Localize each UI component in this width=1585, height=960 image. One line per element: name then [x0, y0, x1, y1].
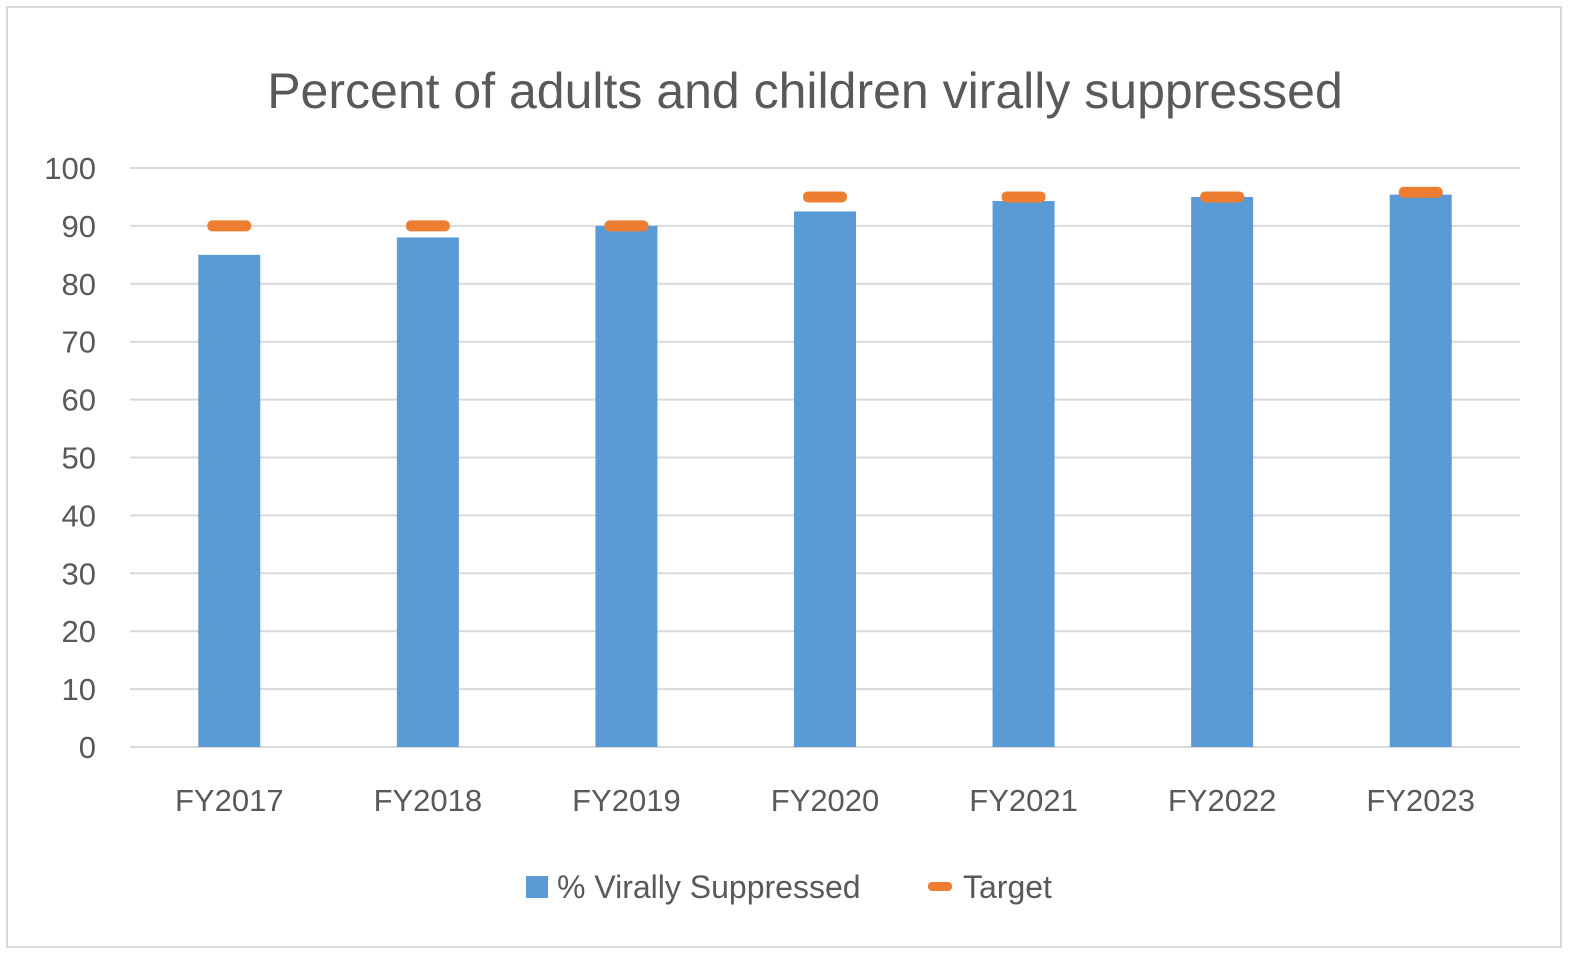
x-tick-label: FY2017: [175, 783, 284, 818]
y-tick-label: 20: [62, 614, 96, 649]
chart-frame: [6, 6, 1562, 948]
x-tick-label: FY2021: [969, 783, 1078, 818]
target-marker-fy2020: [803, 191, 847, 203]
y-tick-label: 0: [79, 730, 96, 765]
y-axis-ticks: 0 10 20 30 40 50 60 70 80 90 100: [44, 151, 96, 765]
bar-fy2019: [595, 225, 658, 747]
target-marker-fy2017: [207, 220, 252, 232]
legend: % Virally Suppressed Target: [526, 869, 1052, 905]
target-markers: [207, 186, 1443, 232]
bar-fy2022: [1191, 196, 1254, 747]
bar-fy2020: [794, 211, 856, 748]
legend-label-virally-suppressed: % Virally Suppressed: [557, 869, 861, 905]
y-tick-label: 80: [62, 267, 96, 302]
bar-fy2021: [992, 201, 1055, 748]
x-tick-label: FY2022: [1168, 783, 1277, 818]
y-tick-label: 90: [62, 209, 96, 244]
target-marker-fy2018: [405, 220, 450, 232]
y-tick-label: 30: [62, 556, 96, 591]
bar-fy2017: [198, 254, 261, 747]
x-tick-label: FY2023: [1366, 783, 1475, 818]
legend-swatch-target: [928, 882, 952, 891]
y-tick-label: 10: [62, 672, 96, 707]
legend-label-target: Target: [963, 869, 1052, 905]
y-tick-label: 60: [62, 383, 96, 418]
bars: [198, 194, 1452, 748]
x-tick-label: FY2019: [572, 783, 681, 818]
y-tick-label: 50: [62, 441, 96, 476]
bar-fy2018: [396, 237, 459, 748]
x-tick-label: FY2020: [771, 783, 880, 818]
target-marker-fy2022: [1200, 191, 1245, 203]
target-marker-fy2021: [1001, 191, 1046, 203]
y-tick-label: 40: [62, 498, 96, 533]
target-marker-fy2019: [604, 220, 649, 232]
x-tick-label: FY2018: [374, 783, 483, 818]
target-marker-fy2023: [1398, 186, 1443, 198]
y-tick-label: 100: [44, 151, 96, 186]
x-axis-ticks: FY2017 FY2018 FY2019 FY2020 FY2021 FY2022 FY20…: [175, 783, 1475, 818]
legend-swatch-virally-suppressed: [526, 876, 548, 898]
y-tick-label: 70: [62, 325, 96, 360]
chart-title: Percent of adults and children virally s…: [267, 63, 1343, 119]
bar-fy2023: [1389, 194, 1452, 747]
